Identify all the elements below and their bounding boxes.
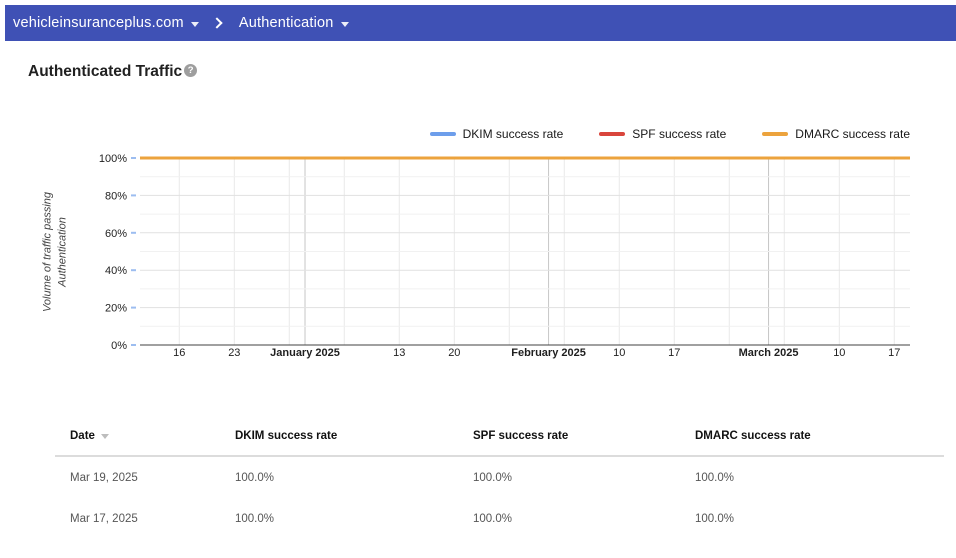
cell-dkim: 100.0% <box>235 512 275 525</box>
results-table: Date DKIM success rate SPF success rate … <box>55 430 944 539</box>
legend-item-dkim: DKIM success rate <box>429 127 564 141</box>
cell-date: Mar 17, 2025 <box>70 512 138 525</box>
cell-dkim: 100.0% <box>235 471 275 484</box>
table-row: Mar 19, 2025 100.0% 100.0% 100.0% <box>55 457 944 498</box>
y-tick-marks <box>131 157 136 346</box>
chart-area: Volume of traffic passing Authentication… <box>0 145 956 370</box>
legend-label: SPF success rate <box>632 127 727 141</box>
svg-text:10: 10 <box>833 347 845 359</box>
dkim-line-swatch-icon <box>429 132 456 136</box>
x-tick-labels: 16 23 January 2025 13 20 February 2025 10 17 Mar… <box>173 347 900 359</box>
svg-text:16: 16 <box>173 347 185 359</box>
legend-item-dmarc: DMARC success rate <box>762 127 910 141</box>
authenticated-traffic-chart: 0% 20% 40% 60% 80% 100% 16 23 January 2025 13 20 Fe… <box>99 153 910 359</box>
svg-text:0%: 0% <box>111 340 127 352</box>
legend-label: DKIM success rate <box>462 127 564 141</box>
domain-selector[interactable]: vehicleinsuranceplus.com <box>13 15 199 31</box>
column-header-dmarc[interactable]: DMARC success rate <box>695 430 811 442</box>
section-selector[interactable]: Authentication <box>239 15 349 31</box>
cell-spf: 100.0% <box>473 471 513 484</box>
y-gridlines <box>140 157 910 327</box>
dropdown-caret-icon <box>340 21 349 27</box>
svg-text:17: 17 <box>888 347 900 359</box>
title-row: Authenticated Traffic <box>28 63 956 81</box>
section-selector-label: Authentication <box>238 15 334 31</box>
spf-line-swatch-icon <box>599 132 626 136</box>
cell-dmarc: 100.0% <box>695 512 735 525</box>
svg-text:13: 13 <box>393 347 405 359</box>
cell-spf: 100.0% <box>473 512 513 525</box>
legend-label: DMARC success rate <box>795 127 910 141</box>
cell-dmarc: 100.0% <box>695 471 735 484</box>
help-icon[interactable] <box>184 64 198 77</box>
svg-text:23: 23 <box>228 347 240 359</box>
page-title: Authenticated Traffic <box>28 63 183 80</box>
svg-text:40%: 40% <box>105 265 127 277</box>
svg-text:20%: 20% <box>105 303 127 315</box>
svg-text:20: 20 <box>448 347 460 359</box>
chevron-right-icon <box>211 17 223 29</box>
top-nav-bar: vehicleinsuranceplus.com Authentication <box>5 5 956 41</box>
table-row: Mar 17, 2025 100.0% 100.0% 100.0% <box>55 498 944 539</box>
svg-text:February 2025: February 2025 <box>511 347 586 359</box>
domain-selector-label: vehicleinsuranceplus.com <box>13 15 184 31</box>
column-header-date[interactable]: Date <box>55 430 220 455</box>
column-header-spf[interactable]: SPF success rate <box>473 430 569 442</box>
dropdown-caret-icon <box>190 21 199 27</box>
dmarc-line-swatch-icon <box>762 132 789 136</box>
column-header-dkim[interactable]: DKIM success rate <box>235 430 338 442</box>
svg-text:60%: 60% <box>105 228 127 240</box>
y-tick-labels: 0% 20% 40% 60% 80% 100% <box>99 153 127 352</box>
svg-text:100%: 100% <box>99 153 127 165</box>
chart-legend: DKIM success rate SPF success rate DMARC… <box>0 127 910 141</box>
cell-date: Mar 19, 2025 <box>70 471 138 484</box>
sort-desc-icon <box>100 434 109 439</box>
y-axis-title: Volume of traffic passing Authentication <box>41 191 69 313</box>
svg-text:80%: 80% <box>105 190 127 202</box>
svg-text:10: 10 <box>613 347 625 359</box>
table-header-row: Date DKIM success rate SPF success rate … <box>55 430 944 457</box>
legend-item-spf: SPF success rate <box>599 127 726 141</box>
svg-text:March 2025: March 2025 <box>739 347 799 359</box>
svg-text:17: 17 <box>668 347 680 359</box>
svg-text:January 2025: January 2025 <box>270 347 340 359</box>
